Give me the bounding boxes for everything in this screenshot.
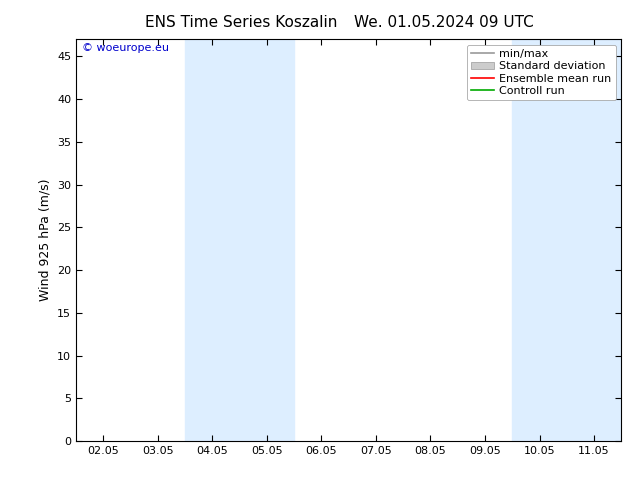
Bar	[240, 39, 294, 441]
Text: We. 01.05.2024 09 UTC: We. 01.05.2024 09 UTC	[354, 15, 534, 30]
Bar	[567, 39, 621, 441]
Bar	[512, 39, 567, 441]
Text: © woeurope.eu: © woeurope.eu	[82, 43, 169, 53]
Bar	[185, 39, 240, 441]
Text: ENS Time Series Koszalin: ENS Time Series Koszalin	[145, 15, 337, 30]
Legend: min/max, Standard deviation, Ensemble mean run, Controll run: min/max, Standard deviation, Ensemble me…	[467, 45, 616, 100]
Y-axis label: Wind 925 hPa (m/s): Wind 925 hPa (m/s)	[39, 179, 51, 301]
